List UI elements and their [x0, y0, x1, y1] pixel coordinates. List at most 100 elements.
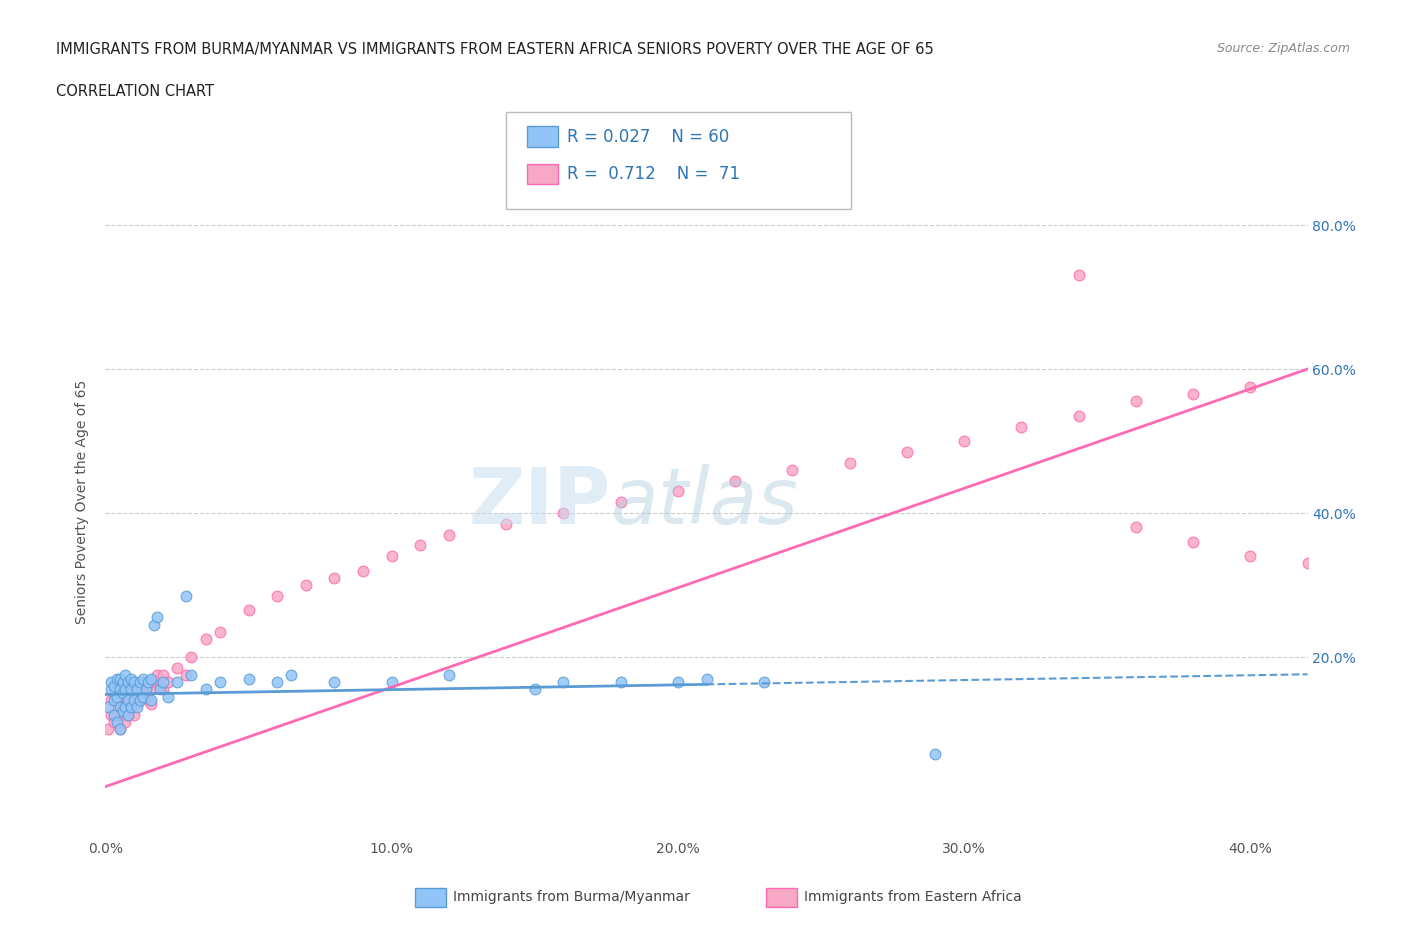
Point — [180, 668, 202, 683]
Point — [105, 707, 128, 722]
Point — [114, 697, 136, 711]
Point — [114, 714, 136, 729]
Point — [108, 722, 131, 737]
Point — [97, 722, 120, 737]
Point — [152, 668, 174, 683]
Point — [166, 660, 188, 675]
Point — [131, 675, 153, 690]
Text: IMMIGRANTS FROM BURMA/MYANMAR VS IMMIGRANTS FROM EASTERN AFRICA SENIORS POVERTY : IMMIGRANTS FROM BURMA/MYANMAR VS IMMIGRA… — [56, 42, 934, 57]
Y-axis label: Seniors Poverty Over the Age of 65: Seniors Poverty Over the Age of 65 — [76, 380, 90, 624]
Point — [111, 675, 134, 690]
Point — [896, 445, 918, 459]
Text: R = 0.027    N = 60: R = 0.027 N = 60 — [567, 127, 728, 146]
Point — [141, 671, 163, 686]
Point — [495, 516, 517, 531]
Point — [141, 697, 163, 711]
Point — [141, 693, 163, 708]
Point — [1010, 419, 1032, 434]
Point — [609, 675, 631, 690]
Point — [131, 671, 153, 686]
Point — [117, 693, 139, 708]
Point — [114, 682, 136, 697]
Point — [108, 682, 131, 697]
Point — [782, 462, 804, 477]
Point — [100, 707, 122, 722]
Point — [125, 697, 148, 711]
Point — [117, 678, 139, 693]
Point — [1239, 549, 1261, 564]
Point — [128, 675, 150, 690]
Point — [146, 668, 169, 683]
Point — [105, 671, 128, 686]
Point — [1239, 379, 1261, 394]
Point — [120, 682, 142, 697]
Point — [108, 700, 131, 715]
Point — [135, 682, 157, 697]
Point — [117, 707, 139, 722]
Point — [125, 682, 148, 697]
Point — [553, 506, 575, 521]
Point — [120, 671, 142, 686]
Point — [194, 631, 217, 646]
Point — [238, 671, 260, 686]
Point — [111, 689, 134, 704]
Point — [409, 538, 432, 552]
Text: CORRELATION CHART: CORRELATION CHART — [56, 84, 214, 99]
Text: R =  0.712    N =  71: R = 0.712 N = 71 — [567, 165, 740, 183]
Text: Immigrants from Burma/Myanmar: Immigrants from Burma/Myanmar — [453, 890, 689, 905]
Point — [131, 689, 153, 704]
Point — [146, 610, 169, 625]
Point — [381, 549, 404, 564]
Point — [838, 455, 860, 470]
Point — [437, 668, 460, 683]
Point — [105, 689, 128, 704]
Point — [149, 682, 172, 697]
Point — [122, 693, 145, 708]
Point — [666, 484, 689, 498]
Point — [120, 700, 142, 715]
Point — [323, 570, 346, 585]
Point — [266, 589, 288, 604]
Text: Immigrants from Eastern Africa: Immigrants from Eastern Africa — [804, 890, 1022, 905]
Point — [152, 675, 174, 690]
Point — [280, 668, 302, 683]
Point — [120, 682, 142, 697]
Point — [103, 685, 125, 700]
Point — [122, 675, 145, 690]
Point — [141, 682, 163, 697]
Point — [208, 624, 231, 639]
Point — [157, 689, 180, 704]
Point — [1067, 408, 1090, 423]
Point — [108, 700, 131, 715]
Point — [128, 678, 150, 693]
Point — [103, 678, 125, 693]
Point — [108, 722, 131, 737]
Point — [666, 675, 689, 690]
Point — [953, 433, 976, 448]
Point — [117, 707, 139, 722]
Point — [114, 682, 136, 697]
Point — [138, 675, 160, 690]
Point — [924, 747, 946, 762]
Point — [122, 689, 145, 704]
Point — [100, 693, 122, 708]
Point — [194, 682, 217, 697]
Point — [120, 700, 142, 715]
Point — [131, 689, 153, 704]
Point — [108, 671, 131, 686]
Point — [208, 675, 231, 690]
Point — [437, 527, 460, 542]
Point — [103, 714, 125, 729]
Point — [128, 693, 150, 708]
Point — [266, 675, 288, 690]
Point — [114, 700, 136, 715]
Text: Source: ZipAtlas.com: Source: ZipAtlas.com — [1216, 42, 1350, 55]
Point — [125, 682, 148, 697]
Point — [105, 693, 128, 708]
Point — [117, 693, 139, 708]
Point — [103, 707, 125, 722]
Point — [122, 707, 145, 722]
Point — [323, 675, 346, 690]
Point — [152, 682, 174, 697]
Point — [108, 682, 131, 697]
